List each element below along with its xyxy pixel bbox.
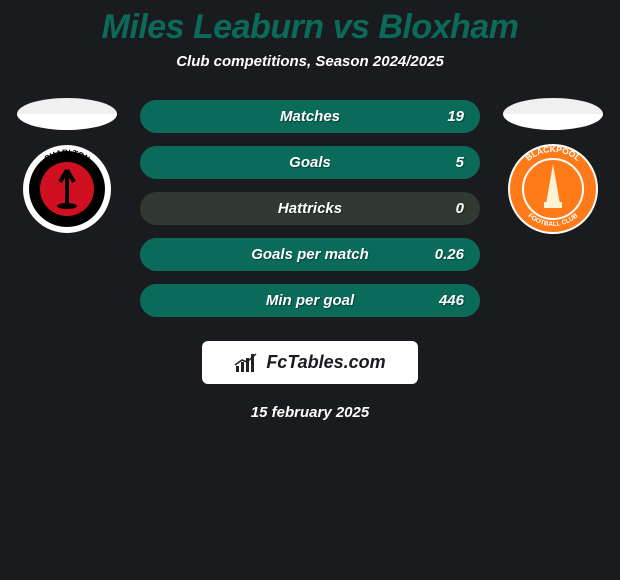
left-flag-icon bbox=[17, 98, 117, 130]
right-column: BLACKPOOL FOOTBALL CLUB bbox=[498, 98, 608, 234]
branding-badge: FcTables.com bbox=[202, 341, 418, 384]
charlton-crest-svg: CHARLTON ATHLETIC bbox=[22, 144, 112, 234]
stat-row: Hattricks 0 bbox=[140, 192, 480, 225]
left-column: CHARLTON ATHLETIC bbox=[12, 98, 122, 234]
bars-icon bbox=[234, 352, 260, 374]
subtitle: Club competitions, Season 2024/2025 bbox=[0, 53, 620, 70]
stat-value: 19 bbox=[447, 108, 464, 125]
stat-value: 446 bbox=[439, 292, 464, 309]
stat-row: Goals 5 bbox=[140, 146, 480, 179]
stat-label: Goals per match bbox=[251, 246, 369, 263]
stat-row: Goals per match 0.26 bbox=[140, 238, 480, 271]
date-line: 15 february 2025 bbox=[0, 404, 620, 421]
branding-text: FcTables.com bbox=[266, 352, 385, 373]
stat-row: Matches 19 bbox=[140, 100, 480, 133]
right-club-crest-icon: BLACKPOOL FOOTBALL CLUB bbox=[508, 144, 598, 234]
blackpool-crest-svg: BLACKPOOL FOOTBALL CLUB bbox=[508, 144, 598, 234]
page-title: Miles Leaburn vs Bloxham bbox=[0, 0, 620, 47]
stats-column: Matches 19 Goals 5 Hattricks 0 Goals per match… bbox=[140, 98, 480, 317]
stat-value: 5 bbox=[456, 154, 464, 171]
left-club-crest-icon: CHARLTON ATHLETIC bbox=[22, 144, 112, 234]
right-flag-icon bbox=[503, 98, 603, 130]
stat-row: Min per goal 446 bbox=[140, 284, 480, 317]
stat-value: 0 bbox=[456, 200, 464, 217]
stat-label: Matches bbox=[280, 108, 340, 125]
stat-value: 0.26 bbox=[435, 246, 464, 263]
stat-label: Hattricks bbox=[278, 200, 342, 217]
stat-label: Goals bbox=[289, 154, 331, 171]
stat-label: Min per goal bbox=[266, 292, 354, 309]
main-row: CHARLTON ATHLETIC Matches 19 Goals 5 Hattric… bbox=[0, 98, 620, 317]
